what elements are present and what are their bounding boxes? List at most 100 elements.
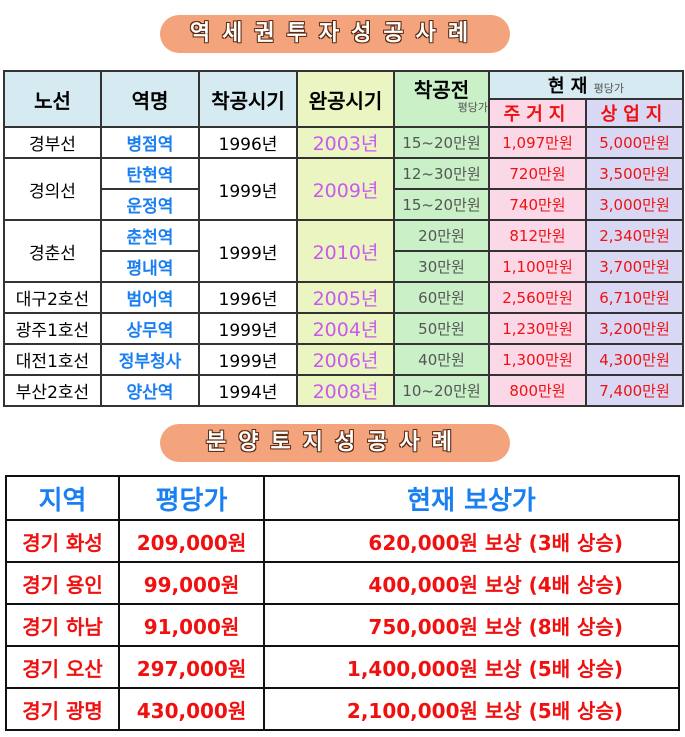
cell-complete: 2009년 xyxy=(296,157,395,221)
header-before-label: 착공전 xyxy=(413,78,470,102)
cell-region: 경기 하남 xyxy=(5,603,120,647)
cell-line: 대구2호선 xyxy=(3,281,102,314)
table-row: 경기 오산 297,000원 1,400,000원 보상 (5배 상승) xyxy=(5,645,680,689)
header-residential: 주거지 xyxy=(488,98,587,128)
cell-station: 병점역 xyxy=(100,126,200,159)
cell-start: 1999년 xyxy=(198,312,298,345)
table-row: 부산2호선 양산역 1994년 2008년 10~20만원 800만원 7,400만원 xyxy=(3,374,685,407)
cell-res: 1,230만원 xyxy=(488,312,587,345)
cell-before: 15~20만원 xyxy=(393,126,490,159)
table-row: 운정역 15~20만원 740만원 3,000만원 xyxy=(4,188,685,221)
cell-compensation: 750,000원 보상 (8배 상승) xyxy=(263,603,680,647)
cell-before: 50만원 xyxy=(393,312,490,345)
cell-complete: 2005년 xyxy=(296,281,395,314)
cell-res: 2,560만원 xyxy=(488,281,587,314)
cell-com: 3,000만원 xyxy=(584,188,685,221)
table-row: 경기 하남 91,000원 750,000원 보상 (8배 상승) xyxy=(5,603,680,647)
cell-station: 춘천역 xyxy=(100,219,200,252)
cell-price: 430,000원 xyxy=(118,687,265,731)
title-banner-station-investment: 역세권투자성공사례 xyxy=(160,15,510,53)
cell-res: 1,300만원 xyxy=(488,343,587,376)
header-before: 착공전 평당가 xyxy=(393,70,490,128)
cell-complete: 2008년 xyxy=(296,374,395,407)
cell-before: 60만원 xyxy=(393,281,490,314)
cell-region: 경기 용인 xyxy=(5,561,120,605)
cell-before: 20만원 xyxy=(393,219,490,252)
header-compensation: 현재 보상가 xyxy=(263,475,680,521)
header-price: 평당가 xyxy=(118,475,265,521)
cell-before: 12~30만원 xyxy=(393,157,490,190)
cell-compensation: 2,100,000원 보상 (5배 상승) xyxy=(263,687,680,731)
cell-complete: 2004년 xyxy=(296,312,395,345)
cell-com: 4,300만원 xyxy=(584,343,685,376)
cell-start: 1996년 xyxy=(198,126,298,159)
cell-line: 광주1호선 xyxy=(3,312,102,345)
cell-com: 7,400만원 xyxy=(584,374,685,407)
header-current-label: 현 재 xyxy=(547,76,588,97)
cell-station: 양산역 xyxy=(100,374,200,407)
table-row: 평내역 30만원 1,100만원 3,700만원 xyxy=(4,250,685,283)
cell-station: 탄현역 xyxy=(100,157,200,190)
header-region: 지역 xyxy=(5,475,120,521)
cell-compensation: 620,000원 보상 (3배 상승) xyxy=(263,519,680,563)
cell-res: 1,097만원 xyxy=(488,126,587,159)
cell-start: 1999년 xyxy=(198,219,298,283)
land-sale-table: 지역 평당가 현재 보상가 경기 화성 209,000원 620,000원 보상 (3배… xyxy=(5,475,680,731)
cell-region: 경기 오산 xyxy=(5,645,120,689)
cell-price: 297,000원 xyxy=(118,645,265,689)
cell-com: 5,000만원 xyxy=(584,126,685,159)
table-row: 경의선 탄현역 1999년 2009년 12~30만원 720만원 3,500만원 xyxy=(3,157,685,221)
cell-res: 800만원 xyxy=(488,374,587,407)
cell-line: 대전1호선 xyxy=(3,343,102,376)
cell-region: 경기 광명 xyxy=(5,687,120,731)
cell-start: 1999년 xyxy=(198,343,298,376)
cell-before: 15~20만원 xyxy=(393,188,490,221)
cell-before: 40만원 xyxy=(393,343,490,376)
cell-line: 경춘선 xyxy=(3,219,102,283)
table-row: 대전1호선 정부청사 1999년 2006년 40만원 1,300만원 4,300만원 xyxy=(3,343,685,376)
table-row: 경기 화성 209,000원 620,000원 보상 (3배 상승) xyxy=(5,519,680,563)
cell-complete: 2003년 xyxy=(296,126,395,159)
cell-res: 720만원 xyxy=(488,157,587,190)
cell-before: 10~20만원 xyxy=(393,374,490,407)
header-before-unit: 평당가 xyxy=(457,101,488,114)
cell-region: 경기 화성 xyxy=(5,519,120,563)
cell-com: 3,500만원 xyxy=(584,157,685,190)
cell-complete: 2006년 xyxy=(296,343,395,376)
table-row: 대구2호선 범어역 1996년 2005년 60만원 2,560만원 6,710만원 xyxy=(3,281,685,314)
cell-res: 812만원 xyxy=(488,219,587,252)
cell-line: 경부선 xyxy=(3,126,102,159)
cell-com: 3,700만원 xyxy=(584,250,685,283)
header-line: 노선 xyxy=(3,70,102,128)
cell-start: 1996년 xyxy=(198,281,298,314)
header-commercial: 상업지 xyxy=(584,98,685,128)
cell-com: 6,710만원 xyxy=(584,281,685,314)
cell-station: 범어역 xyxy=(100,281,200,314)
table-row: 광주1호선 상무역 1999년 2004년 50만원 1,230만원 3,200만원 xyxy=(3,312,685,345)
table-row: 경춘선 춘천역 1999년 2010년 20만원 812만원 2,340만원 xyxy=(3,219,685,283)
cell-start: 1999년 xyxy=(198,157,298,221)
cell-complete: 2010년 xyxy=(296,219,395,283)
table-row: 경부선 병점역 1996년 2003년 15~20만원 1,097만원 5,000만원 xyxy=(3,126,685,159)
cell-price: 209,000원 xyxy=(118,519,265,563)
cell-price: 91,000원 xyxy=(118,603,265,647)
cell-com: 2,340만원 xyxy=(584,219,685,252)
cell-station: 운정역 xyxy=(100,188,200,221)
table-row: 경기 용인 99,000원 400,000원 보상 (4배 상승) xyxy=(5,561,680,605)
cell-price: 99,000원 xyxy=(118,561,265,605)
cell-compensation: 400,000원 보상 (4배 상승) xyxy=(263,561,680,605)
header-current: 현 재 평당가 xyxy=(487,70,685,100)
cell-start: 1994년 xyxy=(198,374,298,407)
cell-before: 30만원 xyxy=(393,250,490,283)
cell-line: 부산2호선 xyxy=(3,374,102,407)
cell-res: 740만원 xyxy=(488,188,587,221)
cell-station: 정부청사 xyxy=(100,343,200,376)
cell-station: 평내역 xyxy=(100,250,200,283)
title-banner-land-sale: 분양토지성공사례 xyxy=(160,424,510,462)
cell-line: 경의선 xyxy=(3,157,102,221)
header-current-unit: 평당가 xyxy=(593,82,625,95)
header-start: 착공시기 xyxy=(198,70,298,128)
cell-compensation: 1,400,000원 보상 (5배 상승) xyxy=(263,645,680,689)
table-row: 경기 광명 430,000원 2,100,000원 보상 (5배 상승) xyxy=(5,687,680,731)
cell-station: 상무역 xyxy=(100,312,200,345)
